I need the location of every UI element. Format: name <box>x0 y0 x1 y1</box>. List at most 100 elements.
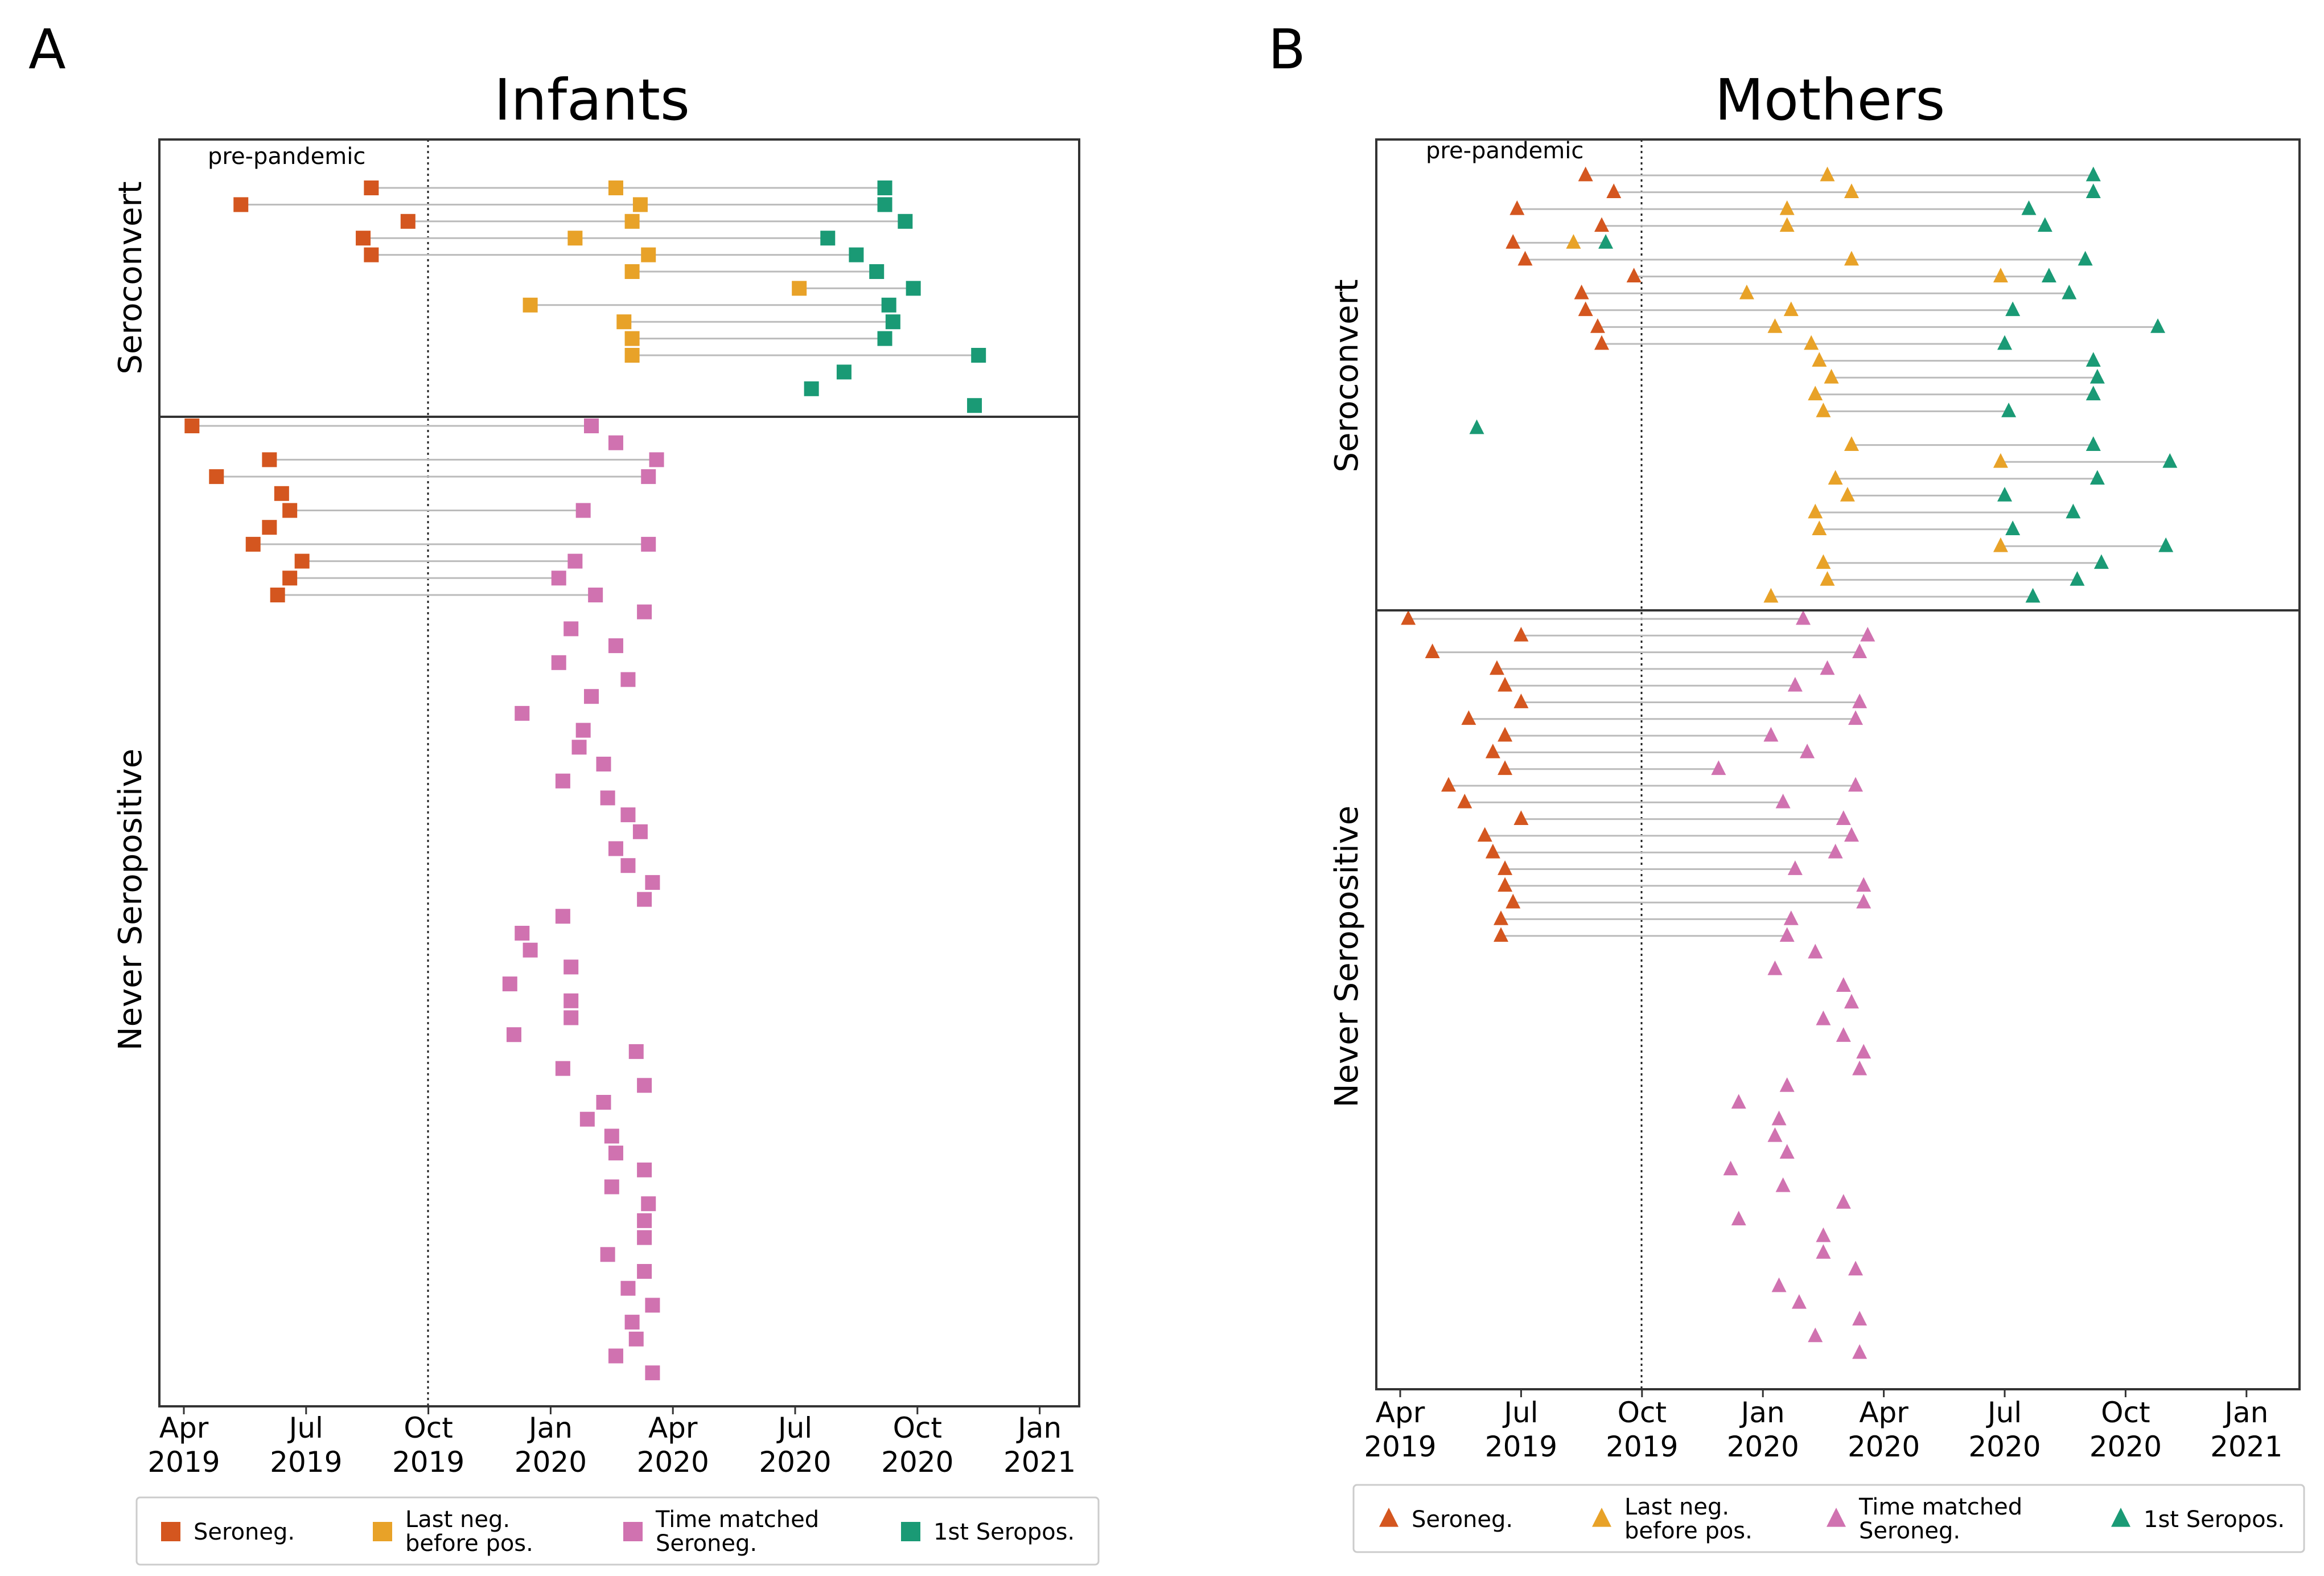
infants-never-seropositive-timematched-marker <box>620 1280 636 1296</box>
infants-seroconvert-seroneg-marker <box>400 214 416 229</box>
panel-letter-b: B <box>1268 18 1306 81</box>
mothers-never-seropositive-seroneg-marker <box>1494 910 1508 925</box>
infants-x-tick-year: 2019 <box>147 1446 220 1479</box>
infants-never-seropositive-timematched-marker <box>608 435 623 450</box>
infants-legend-timematched-swatch <box>623 1522 643 1541</box>
infants-never-seropositive-timematched-marker <box>608 638 623 654</box>
infants-legend-lastneg-label-line2: before pos. <box>405 1530 533 1557</box>
mothers-never-seropositive-timematched-marker <box>1852 1311 1868 1325</box>
mothers-never-seropositive-timematched-marker <box>1844 827 1859 842</box>
infants-never-seropositive-timematched-marker <box>567 553 583 569</box>
mothers-never-seropositive-timematched-marker <box>1731 1094 1746 1109</box>
infants-seroconvert-lastneg-marker <box>608 180 623 195</box>
infants-seroconvert-seropos-marker <box>836 364 852 380</box>
infants-never-seropositive-timematched-marker <box>637 1162 652 1177</box>
mothers-never-seropositive-timematched-marker <box>1816 1010 1831 1025</box>
mothers-seroconvert-seropos-marker <box>2021 200 2037 215</box>
infants-seroconvert-seroneg-marker <box>233 197 249 212</box>
mothers-never-seropositive-timematched-marker <box>1852 643 1868 658</box>
mothers-seroconvert-seroneg-marker <box>1509 200 1525 215</box>
infants-never-seropositive-timematched-marker <box>645 1298 660 1313</box>
infants-never-seropositive-timematched-marker <box>637 604 652 619</box>
mothers-never-seropositive-label: Never Seropositive <box>1328 806 1365 1107</box>
mothers-seroconvert-lastneg-marker <box>1993 537 2008 552</box>
mothers-plot-frame <box>1375 138 2301 1390</box>
infants-markers <box>184 180 986 1381</box>
mothers-seroconvert-lastneg-marker <box>1779 200 1795 215</box>
infants-seroconvert-lastneg-marker <box>641 247 656 262</box>
mothers-never-seropositive-timematched-marker <box>1848 777 1864 792</box>
mothers-seroconvert-seropos-marker <box>2062 284 2077 299</box>
infants-seroconvert-seropos-marker <box>849 247 864 262</box>
mothers-seroconvert-seropos-marker <box>2005 520 2021 535</box>
infants-legend-timematched-label: Time matched <box>655 1507 819 1533</box>
infants-never-seropositive-seroneg-marker <box>294 553 310 569</box>
infants-x-tick-label: Apr <box>648 1411 698 1444</box>
mothers-never-seropositive-seroneg-marker <box>1513 693 1529 708</box>
infants-never-seropositive-timematched-marker <box>637 1213 652 1228</box>
infants-seroconvert-seropos-marker <box>877 180 892 195</box>
mothers-never-seropositive-seroneg-marker <box>1498 877 1513 892</box>
infants-connectors <box>192 187 979 596</box>
mothers-x-tick-year: 2019 <box>1364 1430 1436 1463</box>
infants-never-seropositive-timematched-marker <box>632 824 648 839</box>
infants-never-seropositive-timematched-marker <box>555 773 570 789</box>
mothers-seroconvert-seropos-marker <box>2089 368 2105 384</box>
infants-never-seropositive-timematched-marker <box>575 503 591 518</box>
infants-legend-seroneg-label: Seroneg. <box>194 1519 295 1545</box>
infants-never-seropositive-timematched-marker <box>551 571 566 586</box>
mothers-never-seropositive-timematched-marker <box>1856 1044 1871 1059</box>
mothers-seroconvert-seropos-marker <box>2025 588 2041 603</box>
mothers-seroconvert-seroneg-marker <box>1594 335 1609 350</box>
mothers-never-seropositive-seroneg-marker <box>1477 827 1492 842</box>
mothers-never-seropositive-timematched-marker <box>1860 626 1875 642</box>
infants-x-tick-year: 2021 <box>1003 1446 1076 1479</box>
mothers-seroconvert-lastneg-marker <box>1844 251 1859 266</box>
mothers-seroconvert-lastneg-marker <box>1812 352 1827 367</box>
mothers-x-tick-year: 2020 <box>1727 1430 1799 1463</box>
mothers-never-seropositive-timematched-marker <box>1848 710 1864 725</box>
mothers-x-tick-year: 2020 <box>1848 1430 1920 1463</box>
infants-title: Infants <box>494 67 690 133</box>
infants-never-seropositive-timematched-marker <box>608 841 623 856</box>
mothers-never-seropositive-timematched-marker <box>1820 660 1835 675</box>
mothers-never-seropositive-seroneg-marker <box>1498 760 1513 775</box>
mothers-legend-timematched-label-line2: Seroneg. <box>1859 1518 1960 1544</box>
mothers-seroconvert-seropos-marker <box>2037 217 2052 232</box>
infants-never-seropositive-seroneg-marker <box>262 520 277 535</box>
mothers-x-tick-label: Oct <box>2101 1396 2150 1429</box>
mothers-legend-seropos-label: 1st Seropos. <box>2144 1507 2285 1533</box>
infants-seroconvert-lastneg-marker <box>616 314 632 330</box>
mothers-never-seropositive-seroneg-marker <box>1401 610 1416 625</box>
infants-never-seropositive-timematched-marker <box>604 1128 619 1144</box>
infants-never-seropositive-timematched-marker <box>645 875 660 890</box>
mothers-never-seropositive-timematched-marker <box>1796 610 1811 625</box>
mothers-seroconvert-lastneg-marker <box>1804 335 1819 350</box>
infants-legend-seroneg-swatch <box>161 1522 180 1541</box>
mothers-never-seropositive-timematched-marker <box>1771 1110 1787 1126</box>
mothers-legend: Seroneg. Last neg.before pos. Time matched… <box>1352 1484 2305 1553</box>
infants-never-seropositive-seroneg-marker <box>270 588 285 602</box>
mothers-seroconvert-lastneg-marker <box>1820 571 1835 586</box>
infants-never-seropositive-timematched-marker <box>596 757 611 771</box>
infants-never-seropositive-timematched-marker <box>515 926 530 941</box>
mothers-x-tick-label: Jan <box>1739 1396 1785 1429</box>
mothers-seroconvert-seropos-marker <box>2041 268 2056 282</box>
mothers-seroconvert-seropos-marker <box>2086 352 2101 367</box>
mothers-never-seropositive-timematched-marker <box>1844 994 1859 1009</box>
mothers-legend-seroneg-swatch <box>1379 1507 1398 1527</box>
mothers-seroconvert-lastneg-marker <box>1820 166 1835 182</box>
mothers-seroconvert-lastneg-marker <box>1993 453 2008 468</box>
infants-legend-lastneg-label: Last neg. <box>405 1507 510 1533</box>
infants-never-seropositive-timematched-marker <box>628 1044 644 1059</box>
mothers-seroconvert-lastneg-marker <box>1783 301 1799 317</box>
infants-x-tick-year: 2019 <box>392 1446 464 1479</box>
mothers-never-seropositive-timematched-marker <box>1856 893 1871 909</box>
infants-x-tick-year: 2020 <box>881 1446 953 1479</box>
mothers-seroconvert-seropos-marker <box>1469 419 1484 434</box>
infants-legend-timematched-label-line2: Seroneg. <box>656 1530 757 1557</box>
mothers-seroconvert-seroneg-marker <box>1506 234 1521 249</box>
infants-seroconvert-lastneg-marker <box>624 214 640 229</box>
mothers-never-seropositive-seroneg-marker <box>1498 676 1513 692</box>
